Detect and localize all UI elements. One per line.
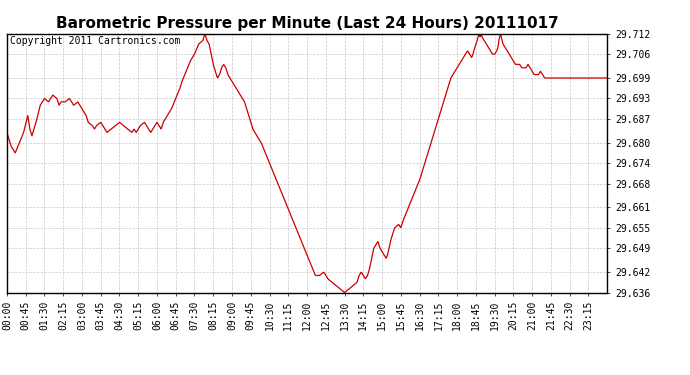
Title: Barometric Pressure per Minute (Last 24 Hours) 20111017: Barometric Pressure per Minute (Last 24 … — [56, 16, 558, 31]
Text: Copyright 2011 Cartronics.com: Copyright 2011 Cartronics.com — [10, 36, 180, 46]
